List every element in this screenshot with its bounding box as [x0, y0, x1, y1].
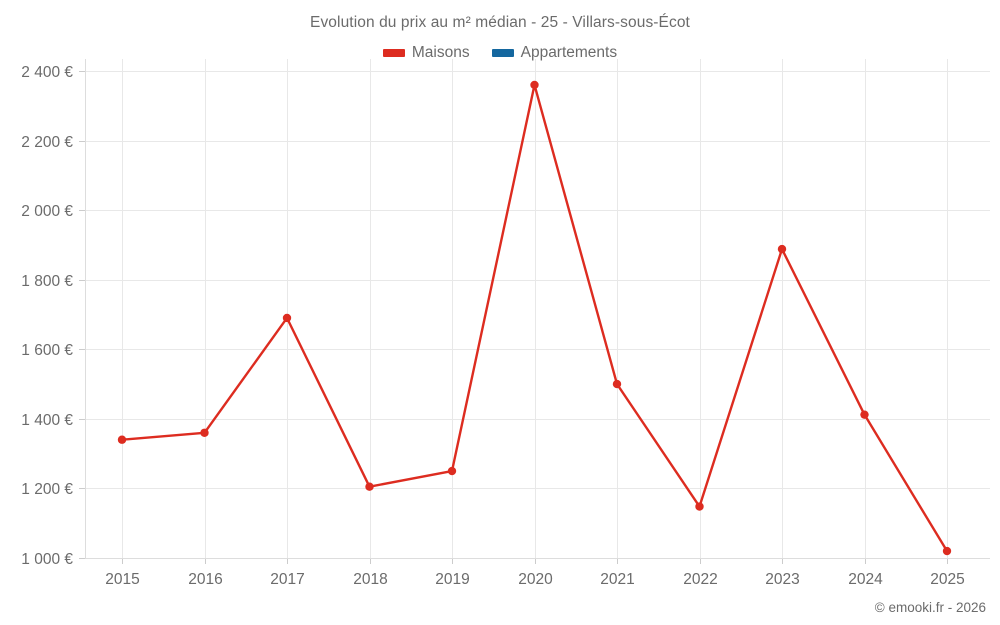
- x-axis-tick-label: 2023: [765, 571, 799, 588]
- y-axis-tick-label: 2 400 €: [21, 64, 73, 81]
- series-maisons: 2015 : 1340 2016 : 1360 2017 : 1690 2018 : …: [117, 80, 952, 556]
- y-axis-tick-label: 2 200 €: [21, 134, 73, 151]
- x-axis-tick-label: 2018: [353, 571, 387, 588]
- y-axis-tick-label: 1 200 €: [21, 481, 73, 498]
- data-point[interactable]: 2018 : 1205: [365, 482, 374, 491]
- data-point[interactable]: 2017 : 1690: [282, 313, 292, 323]
- y-axis-tick-label: 1 600 €: [21, 342, 73, 359]
- x-axis-tick-label: 2025: [930, 571, 964, 588]
- data-point[interactable]: 2023 : 1888: [777, 244, 787, 254]
- x-axis-tick-label: 2015: [105, 571, 139, 588]
- data-point[interactable]: 2021 : 1500: [612, 379, 622, 389]
- data-series-layer: 2015 : 1340 2016 : 1360 2017 : 1690 2018 : …: [117, 80, 952, 556]
- x-axis-tick-label: 2020: [518, 571, 553, 588]
- series-line: [120, 83, 949, 553]
- x-axis-tick-label: 2017: [270, 571, 304, 588]
- legend-item-appartements[interactable]: Appartements: [491, 44, 618, 62]
- x-axis-tick-label: 2022: [683, 571, 717, 588]
- data-point[interactable]: 2024 : 1412: [860, 410, 869, 419]
- axis-lines: [79, 59, 990, 564]
- chart-title: Evolution du prix au m² médian - 25 - Vi…: [310, 14, 690, 31]
- footer-credit: © emooki.fr - 2026: [874, 600, 986, 615]
- legend-swatch-maisons: [382, 49, 405, 57]
- y-axis-tick-label: 1 400 €: [21, 412, 73, 429]
- grid-lines: [85, 59, 990, 559]
- chart-legend: Maisons Appartements: [0, 44, 1000, 62]
- data-point[interactable]: 2019 : 1250: [447, 466, 457, 476]
- y-axis-tick-label: 1 800 €: [21, 273, 73, 290]
- x-axis-tick-labels: 2015 2016 2017 2018 2019 2020 2021 2022 2023 2024…: [105, 571, 964, 588]
- legend-label-appartements: Appartements: [520, 44, 618, 61]
- y-axis-tick-label: 1 000 €: [21, 551, 73, 568]
- data-point[interactable]: 2020 : 2360: [530, 80, 539, 90]
- data-point[interactable]: 2016 : 1360: [200, 428, 209, 437]
- y-axis-tick-label: 2 000 €: [21, 203, 73, 220]
- data-point[interactable]: 2022 : 1148: [695, 502, 704, 511]
- legend-swatch-appartements: [491, 49, 514, 57]
- x-axis-tick-label: 2021: [600, 571, 634, 588]
- x-axis-tick-label: 2019: [435, 571, 469, 588]
- data-point[interactable]: 2015 : 1340: [117, 435, 127, 444]
- legend-label-maisons: Maisons: [411, 44, 470, 61]
- x-axis-tick-label: 2024: [848, 571, 883, 588]
- x-axis-tick-label: 2016: [188, 571, 222, 588]
- y-axis-tick-labels: 1 000 € 1 200 € 1 400 € 1 600 € 1 800 € 2 000…: [21, 64, 73, 568]
- data-point[interactable]: 2025 : 1020: [942, 546, 952, 556]
- legend-item-maisons[interactable]: Maisons: [382, 44, 470, 62]
